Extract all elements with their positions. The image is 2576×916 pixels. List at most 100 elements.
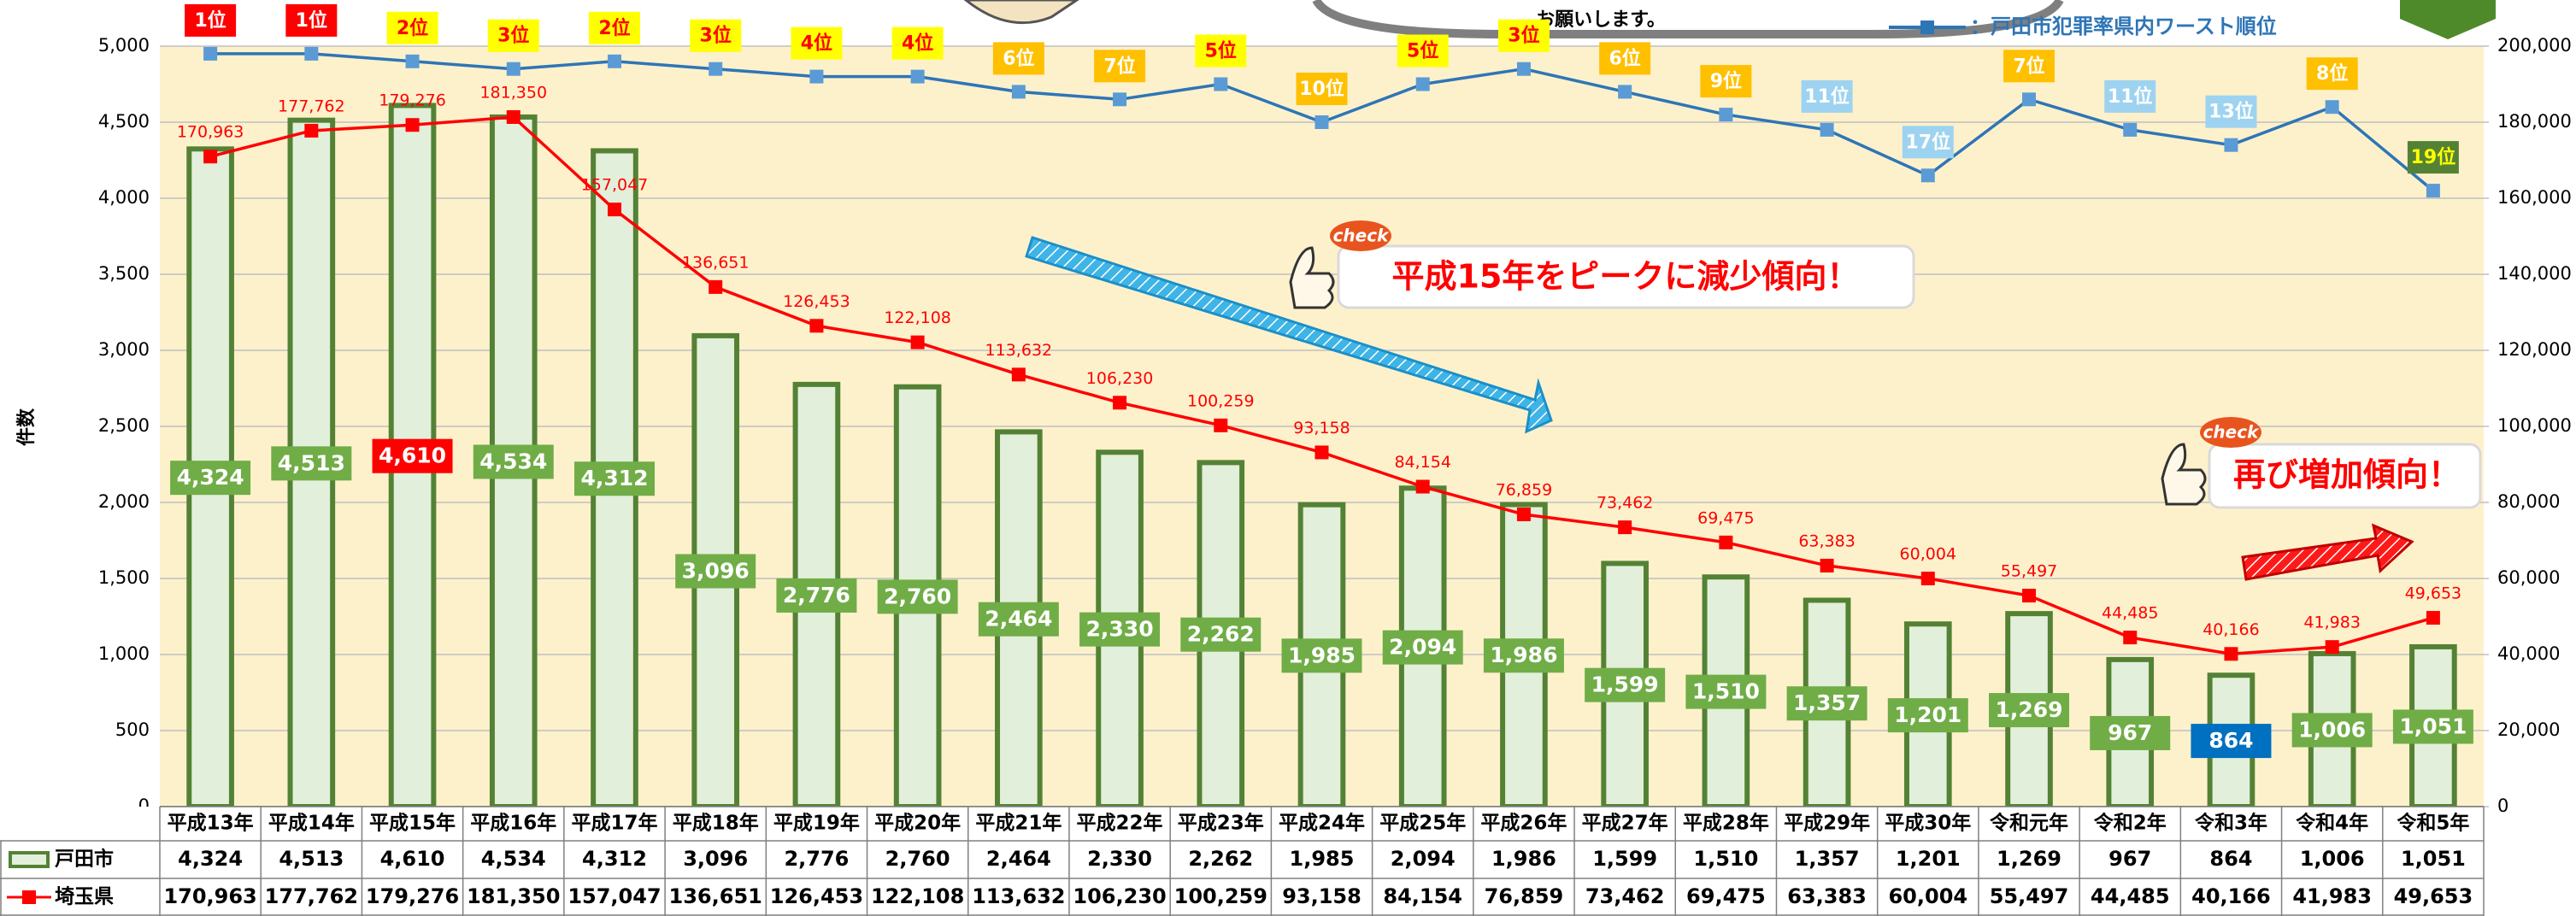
x-tick-label: 平成14年 bbox=[268, 812, 355, 835]
table-cell: 55,497 bbox=[1990, 884, 2069, 908]
x-tick-label: 平成23年 bbox=[1178, 812, 1264, 835]
x-tick-label: 平成24年 bbox=[1279, 812, 1365, 835]
line-label: 181,350 bbox=[479, 83, 547, 102]
table-cell: 1,051 bbox=[2401, 847, 2466, 871]
table-cell: 44,485 bbox=[2091, 884, 2170, 908]
line-label: 100,259 bbox=[1187, 391, 1255, 410]
marker bbox=[1719, 536, 1732, 549]
table-cell: 2,760 bbox=[885, 847, 950, 871]
rank-label: 10位 bbox=[1299, 78, 1344, 100]
rank-label: 1位 bbox=[296, 9, 327, 32]
bar-label: 2,464 bbox=[985, 607, 1052, 631]
bar-label: 1,269 bbox=[1995, 697, 2062, 722]
marker bbox=[2326, 640, 2339, 654]
legend-marker bbox=[10, 853, 48, 866]
y-axis-title: 件数 bbox=[15, 408, 38, 446]
table-cell: 93,158 bbox=[1282, 884, 1362, 908]
x-tick-label: 平成13年 bbox=[168, 812, 254, 835]
rank-label: 6位 bbox=[1609, 47, 1640, 69]
bar-label: 1,510 bbox=[1692, 679, 1760, 704]
table-cell: 69,475 bbox=[1686, 884, 1766, 908]
line-label: 179,276 bbox=[379, 91, 446, 110]
marker bbox=[1921, 168, 1935, 182]
rank-label: 4位 bbox=[902, 32, 933, 55]
y-tick-label: 4,000 bbox=[98, 187, 150, 208]
marker bbox=[1820, 123, 1834, 137]
legend-marker bbox=[1920, 21, 1934, 34]
bar-label: 967 bbox=[2108, 720, 2152, 745]
marker bbox=[1517, 62, 1531, 76]
marker bbox=[2224, 138, 2238, 152]
table-cell: 1,269 bbox=[1997, 847, 2061, 871]
marker bbox=[2123, 631, 2137, 644]
line-label: 41,983 bbox=[2303, 614, 2360, 632]
x-tick-label: 平成17年 bbox=[571, 812, 657, 835]
marker bbox=[1820, 559, 1834, 572]
marker bbox=[1921, 572, 1935, 585]
rank-label: 7位 bbox=[1103, 55, 1135, 77]
table-cell: 136,651 bbox=[669, 884, 762, 908]
table-cell: 122,108 bbox=[871, 884, 964, 908]
top-note: お願いします。 bbox=[1536, 9, 1666, 31]
y2-tick-label: 180,000 bbox=[2497, 111, 2572, 132]
rank-label: 11位 bbox=[2108, 85, 2153, 108]
bar-label: 4,534 bbox=[479, 449, 547, 473]
table-cell: 4,610 bbox=[380, 847, 445, 871]
line-label: 44,485 bbox=[2102, 604, 2158, 623]
bar-label: 2,760 bbox=[884, 584, 951, 608]
table-cell: 4,513 bbox=[279, 847, 344, 871]
line-label: 84,154 bbox=[1394, 453, 1450, 472]
mascot bbox=[966, 0, 1077, 23]
y-tick-label: 1,500 bbox=[98, 567, 150, 588]
marker bbox=[2123, 123, 2137, 137]
marker bbox=[911, 70, 925, 84]
y2-tick-label: 100,000 bbox=[2497, 415, 2572, 436]
table-cell: 177,762 bbox=[265, 884, 358, 908]
bar-label: 1,051 bbox=[2399, 713, 2467, 738]
rank-label: 8位 bbox=[2316, 62, 2348, 85]
rank-label: 1位 bbox=[194, 9, 226, 32]
bar-label: 4,324 bbox=[177, 465, 244, 490]
table-cell: 1,510 bbox=[1693, 847, 1758, 871]
table-cell: 126,453 bbox=[770, 884, 863, 908]
marker bbox=[406, 55, 420, 68]
x-tick-label: 平成20年 bbox=[874, 812, 961, 835]
x-tick-label: 平成16年 bbox=[470, 812, 556, 835]
y2-tick-label: 80,000 bbox=[2497, 491, 2560, 512]
x-tick-label: 令和4年 bbox=[2296, 812, 2368, 835]
check-label: check bbox=[1333, 226, 1391, 246]
marker bbox=[1618, 85, 1632, 98]
line-label: 49,653 bbox=[2405, 584, 2461, 603]
bar-label: 1,357 bbox=[1793, 690, 1861, 715]
table-cell: 4,324 bbox=[178, 847, 243, 871]
x-tick-label: 令和元年 bbox=[1990, 812, 2068, 835]
marker bbox=[507, 62, 520, 76]
marker bbox=[1416, 78, 1430, 91]
marker bbox=[1315, 445, 1329, 459]
y2-tick-label: 140,000 bbox=[2497, 263, 2572, 284]
line-label: 157,047 bbox=[581, 176, 649, 195]
line-label: 73,462 bbox=[1597, 494, 1653, 513]
table-cell: 1,986 bbox=[1491, 847, 1556, 871]
bar-label: 1,201 bbox=[1894, 702, 1961, 727]
table-cell: 3,096 bbox=[683, 847, 748, 871]
bar-label: 4,312 bbox=[580, 466, 648, 490]
x-tick-label: 平成26年 bbox=[1480, 812, 1567, 835]
line-label: 136,651 bbox=[682, 253, 750, 272]
y2-tick-label: 0 bbox=[2497, 796, 2508, 816]
marker bbox=[1517, 508, 1531, 521]
bar-label: 2,776 bbox=[783, 583, 850, 608]
x-tick-label: 平成22年 bbox=[1077, 812, 1163, 835]
rank-label: 2位 bbox=[397, 17, 428, 39]
line-label: 126,453 bbox=[783, 292, 850, 311]
annotation: 平成15年をピークに減少傾向！ bbox=[1392, 258, 1860, 296]
table-cell: 967 bbox=[2108, 847, 2151, 871]
table-cell: 4,312 bbox=[582, 847, 647, 871]
rank-label: 3位 bbox=[1508, 25, 1539, 47]
y2-tick-label: 40,000 bbox=[2497, 643, 2560, 664]
table-cell: 60,004 bbox=[1888, 884, 1967, 908]
bar-label: 1,006 bbox=[2298, 717, 2366, 742]
y-tick-label: 5,000 bbox=[98, 35, 150, 56]
bar-label: 2,094 bbox=[1389, 635, 1456, 660]
bar-label: 2,330 bbox=[1086, 617, 1154, 642]
